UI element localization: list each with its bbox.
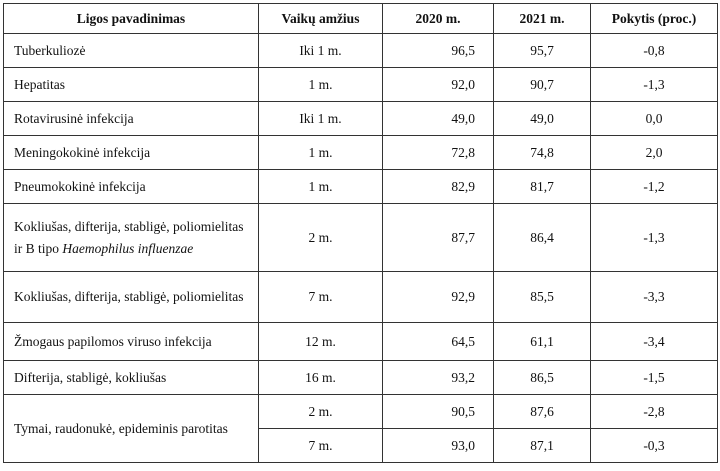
value-2020-cell: 92,0 [382,67,494,102]
change-cell: -2,8 [590,394,718,429]
name-text: Rotavirusinė infekcija [14,110,134,126]
name-text: Hepatitas [14,76,65,92]
name-cell: Difterija, stabligė, kokliušas [3,360,259,395]
table-row: 7 m. 93,0 87,1 -0,3 [4,428,718,463]
table-row: Kokliušas, difterija, stabligė, poliomie… [3,203,718,272]
age-cell: 16 m. [258,360,383,395]
value-2021-cell: 74,8 [493,135,591,170]
value-2021-cell: 49,0 [493,101,591,136]
header-cell: Pokytis (proc.) [590,3,718,34]
age-cell: 1 m. [258,169,383,204]
age-cell: 1 m. [258,67,383,102]
table-row: Pneumokokinė infekcija 1 m. 82,9 81,7 -1,2 [3,169,718,204]
value-2021-cell: 61,1 [493,322,591,361]
value-2020-cell: 49,0 [382,101,494,136]
name-text: Kokliušas, difterija, stabligė, poliomie… [14,289,244,304]
age-cell: 7 m. [258,271,383,323]
name-text: Tymai, raudonukė, epideminis parotitas [14,420,228,436]
name-text: Difterija, stabligė, kokliušas [14,369,167,385]
change-cell: -0,8 [590,33,718,68]
value-2020-cell: 93,0 [382,428,494,463]
name-text: Haemophilus influenzae [62,240,194,256]
change-cell: -1,3 [590,203,718,272]
value-2020-cell: 64,5 [382,322,494,361]
value-2021-cell: 87,6 [493,394,591,429]
value-2020-cell: 82,9 [382,169,494,204]
age-cell: 2 m. [258,394,383,429]
value-2021-cell: 95,7 [493,33,591,68]
name-text: Tuberkuliozė [14,42,86,58]
table-row: Difterija, stabligė, kokliušas 16 m. 93,2 8… [3,360,718,395]
name-cell: Kokliušas, difterija, stabligė, poliomie… [3,271,259,323]
name-cell: Tymai, raudonukė, epideminis parotitas [3,394,259,463]
table-row: Žmogaus papilomos viruso infekcija 12 m. 6… [3,322,718,361]
table-row: Tymai, raudonukė, epideminis parotitas 2 … [3,394,718,463]
value-2021-cell: 87,1 [493,428,591,463]
change-cell: 2,0 [590,135,718,170]
name-text: Žmogaus papilomos viruso infekcija [14,333,212,349]
change-cell: -3,4 [590,322,718,361]
value-2020-cell: 90,5 [382,394,494,429]
change-cell: 0,0 [590,101,718,136]
value-2021-cell: 86,4 [493,203,591,272]
value-2021-cell: 81,7 [493,169,591,204]
name-cell: Meningokokinė infekcija [3,135,259,170]
table: Ligos pavadinimas Vaikų amžius 2020 m. 2021… [3,3,718,463]
header-cell: 2021 m. [493,3,591,34]
change-cell: -1,2 [590,169,718,204]
table-row: Kokliušas, difterija, stabligė, poliomie… [3,271,718,323]
table-row: Hepatitas 1 m. 92,0 90,7 -1,3 [3,67,718,102]
value-2020-cell: 96,5 [382,33,494,68]
value-2021-cell: 86,5 [493,360,591,395]
age-cell: Iki 1 m. [258,101,383,136]
table-row: Rotavirusinė infekcija Iki 1 m. 49,0 49,0 0,… [3,101,718,136]
value-2021-cell: 85,5 [493,271,591,323]
name-cell: Žmogaus papilomos viruso infekcija [3,322,259,361]
table-row: Tuberkuliozė Iki 1 m. 96,5 95,7 -0,8 [3,33,718,68]
value-2021-cell: 90,7 [493,67,591,102]
name-cell: Pneumokokinė infekcija [3,169,259,204]
name-cell: Rotavirusinė infekcija [3,101,259,136]
name-cell: Tuberkuliozė [3,33,259,68]
value-2020-cell: 72,8 [382,135,494,170]
age-cell: 1 m. [258,135,383,170]
value-2020-cell: 92,9 [382,271,494,323]
value-2020-cell: 93,2 [382,360,494,395]
table-row: Meningokokinė infekcija 1 m. 72,8 74,8 2,0 [3,135,718,170]
age-cell: 12 m. [258,322,383,361]
age-cell: Iki 1 m. [258,33,383,68]
name-cell: Hepatitas [3,67,259,102]
name-text: Pneumokokinė infekcija [14,178,146,194]
header-cell: Ligos pavadinimas [3,3,259,34]
change-cell: -3,3 [590,271,718,323]
change-cell: -1,3 [590,67,718,102]
name-text: Kokliušas, difterija, stabligė, poliomie… [14,218,244,256]
header-cell: 2020 m. [382,3,494,34]
value-2020-cell: 87,7 [382,203,494,272]
age-cell: 2 m. [258,203,383,272]
age-cell: 7 m. [258,428,383,463]
name-cell: Kokliušas, difterija, stabligė, poliomie… [3,203,259,272]
header-row: Ligos pavadinimas Vaikų amžius 2020 m. 2021… [3,3,718,34]
change-cell: -1,5 [590,360,718,395]
header-cell: Vaikų amžius [258,3,383,34]
table-body: Tuberkuliozė Iki 1 m. 96,5 95,7 -0,8 Hepatita… [3,33,718,463]
name-text: Meningokokinė infekcija [14,144,151,160]
change-cell: -0,3 [590,428,718,463]
